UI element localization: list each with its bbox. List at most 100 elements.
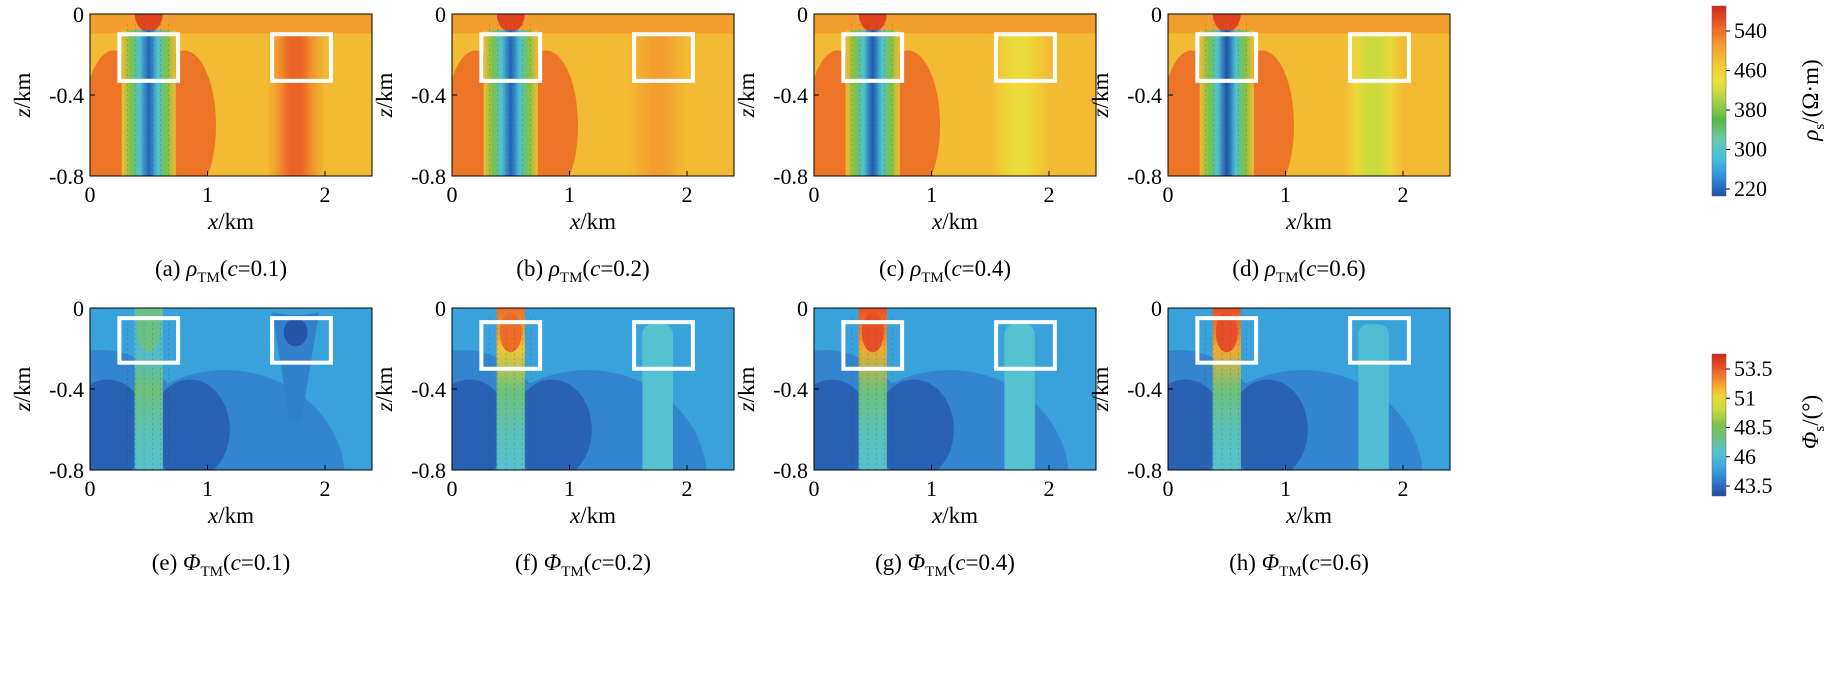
x-tick-label: 1	[202, 476, 213, 501]
right-anomaly-box	[994, 320, 1057, 371]
x-tick-label: 0	[809, 182, 820, 207]
left-anomaly-box	[117, 32, 181, 83]
panel-b: 0 1 2 0 -0.4 -0.8 x/km z/km (b) ρTM(c=0.2)	[372, 2, 735, 286]
y-axis-label: z/km	[734, 367, 759, 413]
y-tick-label: -0.4	[773, 83, 808, 108]
right-anomaly-box	[270, 32, 333, 83]
panel-g: 0 1 2 0 -0.4 -0.8 x/km z/km (g) ΦTM(c=0.4)	[734, 296, 1097, 580]
left-anomaly-box	[841, 320, 905, 371]
x-axis-label: x/km	[1285, 503, 1332, 528]
x-tick-label: 0	[1163, 476, 1174, 501]
y-tick-label: -0.8	[773, 458, 808, 483]
x-tick-label: 0	[85, 182, 96, 207]
colorbar-tick-label: 51	[1734, 385, 1756, 410]
panel-caption: (f) ΦTM(c=0.2)	[515, 550, 651, 580]
y-tick-label: -0.4	[1127, 377, 1162, 402]
x-tick-label: 1	[1280, 476, 1291, 501]
right-anomaly-column	[272, 312, 320, 420]
x-tick-label: 0	[447, 476, 458, 501]
colorbar-tick-label: 48.5	[1734, 415, 1773, 440]
colorbar-rho: 540 460 380 300 220 ρs/(Ω·m)	[1711, 5, 1828, 201]
low-lobe	[452, 379, 510, 470]
y-tick-label: 0	[73, 2, 84, 27]
right-anomaly-core	[283, 318, 308, 347]
colorbar-tick-label: 220	[1734, 176, 1767, 201]
panel-e: 0 1 2 0 -0.4 -0.8 x/km z/km (e) ΦTM(c=0.1)	[10, 296, 373, 580]
y-axis-label: z/km	[372, 73, 397, 119]
colorbar-tick-label: 300	[1734, 137, 1767, 162]
x-tick-label: 1	[1280, 182, 1291, 207]
colorbar-tick-label: 380	[1734, 97, 1767, 122]
panel-f: 0 1 2 0 -0.4 -0.8 x/km z/km (f) ΦTM(c=0.2)	[372, 296, 735, 580]
x-tick-label: 0	[85, 476, 96, 501]
y-tick-label: 0	[435, 296, 446, 321]
left-anomaly-box	[1195, 32, 1259, 83]
x-tick-label: 2	[1398, 476, 1409, 501]
y-tick-label: -0.8	[49, 458, 84, 483]
surface-anomaly	[858, 14, 887, 32]
y-tick-label: 0	[73, 296, 84, 321]
x-tick-label: 1	[564, 476, 575, 501]
y-tick-label: 0	[1151, 2, 1162, 27]
right-anomaly-column	[1358, 324, 1389, 470]
surface-anomaly	[1212, 14, 1241, 32]
colorbar-tick-label: 53.5	[1734, 356, 1773, 381]
heatmap-field	[90, 14, 372, 176]
x-tick-label: 0	[1163, 182, 1174, 207]
y-tick-label: -0.8	[411, 458, 446, 483]
x-axis-label: x/km	[931, 209, 978, 234]
y-tick-label: -0.8	[49, 164, 84, 189]
y-tick-label: -0.4	[411, 83, 446, 108]
x-tick-label: 0	[809, 476, 820, 501]
x-axis-label: x/km	[569, 209, 616, 234]
y-axis-label: z/km	[10, 73, 35, 119]
right-anomaly-column	[1344, 34, 1403, 176]
left-anomaly-box	[841, 32, 905, 83]
left-anomaly-core	[499, 312, 522, 353]
panel-caption: (a) ρTM(c=0.1)	[155, 256, 287, 286]
x-tick-label: 1	[202, 182, 213, 207]
y-tick-label: -0.8	[1127, 458, 1162, 483]
panel-d: 0 1 2 0 -0.4 -0.8 x/km z/km (d) ρTM(c=0.6)	[1088, 2, 1451, 286]
y-tick-label: -0.4	[773, 377, 808, 402]
y-tick-label: 0	[1151, 296, 1162, 321]
surface-anomaly	[134, 14, 163, 32]
left-anomaly-box	[479, 32, 543, 83]
heatmap-field	[90, 308, 372, 470]
y-axis-label: z/km	[1088, 73, 1113, 119]
right-anomaly-box	[270, 316, 333, 365]
panel-c: 0 1 2 0 -0.4 -0.8 x/km z/km (c) ρTM(c=0.4)	[734, 2, 1097, 286]
x-tick-label: 2	[682, 476, 693, 501]
right-anomaly-box	[1348, 32, 1411, 83]
right-anomaly-column	[1004, 324, 1035, 470]
x-tick-label: 2	[320, 182, 331, 207]
panel-caption: (b) ρTM(c=0.2)	[516, 256, 649, 286]
right-anomaly-box	[632, 320, 695, 371]
y-tick-label: 0	[797, 296, 808, 321]
x-tick-label: 2	[320, 476, 331, 501]
left-anomaly-core	[1215, 312, 1238, 353]
y-tick-label: 0	[435, 2, 446, 27]
right-anomaly-column	[266, 34, 325, 176]
colorbar-tick-label: 43.5	[1734, 473, 1773, 498]
colorbar-tick-label: 46	[1734, 444, 1756, 469]
low-lobe	[511, 379, 592, 470]
x-tick-label: 2	[1044, 476, 1055, 501]
left-anomaly-column	[845, 30, 900, 176]
left-anomaly-box	[1195, 316, 1259, 365]
left-anomaly-core	[861, 312, 884, 353]
colorbar-label: ρs/(Ω·m)	[1798, 59, 1828, 141]
y-tick-label: -0.8	[411, 164, 446, 189]
low-lobe	[873, 379, 954, 470]
y-tick-label: -0.4	[49, 377, 84, 402]
heatmap-field	[814, 308, 1096, 470]
y-axis-label: z/km	[10, 367, 35, 413]
left-anomaly-column	[1199, 30, 1254, 176]
y-axis-label: z/km	[734, 73, 759, 119]
x-axis-label: x/km	[1285, 209, 1332, 234]
panel-caption: (h) ΦTM(c=0.6)	[1229, 550, 1369, 580]
colorbar-gradient	[1711, 353, 1727, 497]
x-tick-label: 0	[447, 182, 458, 207]
colorbar-gradient	[1711, 5, 1727, 197]
